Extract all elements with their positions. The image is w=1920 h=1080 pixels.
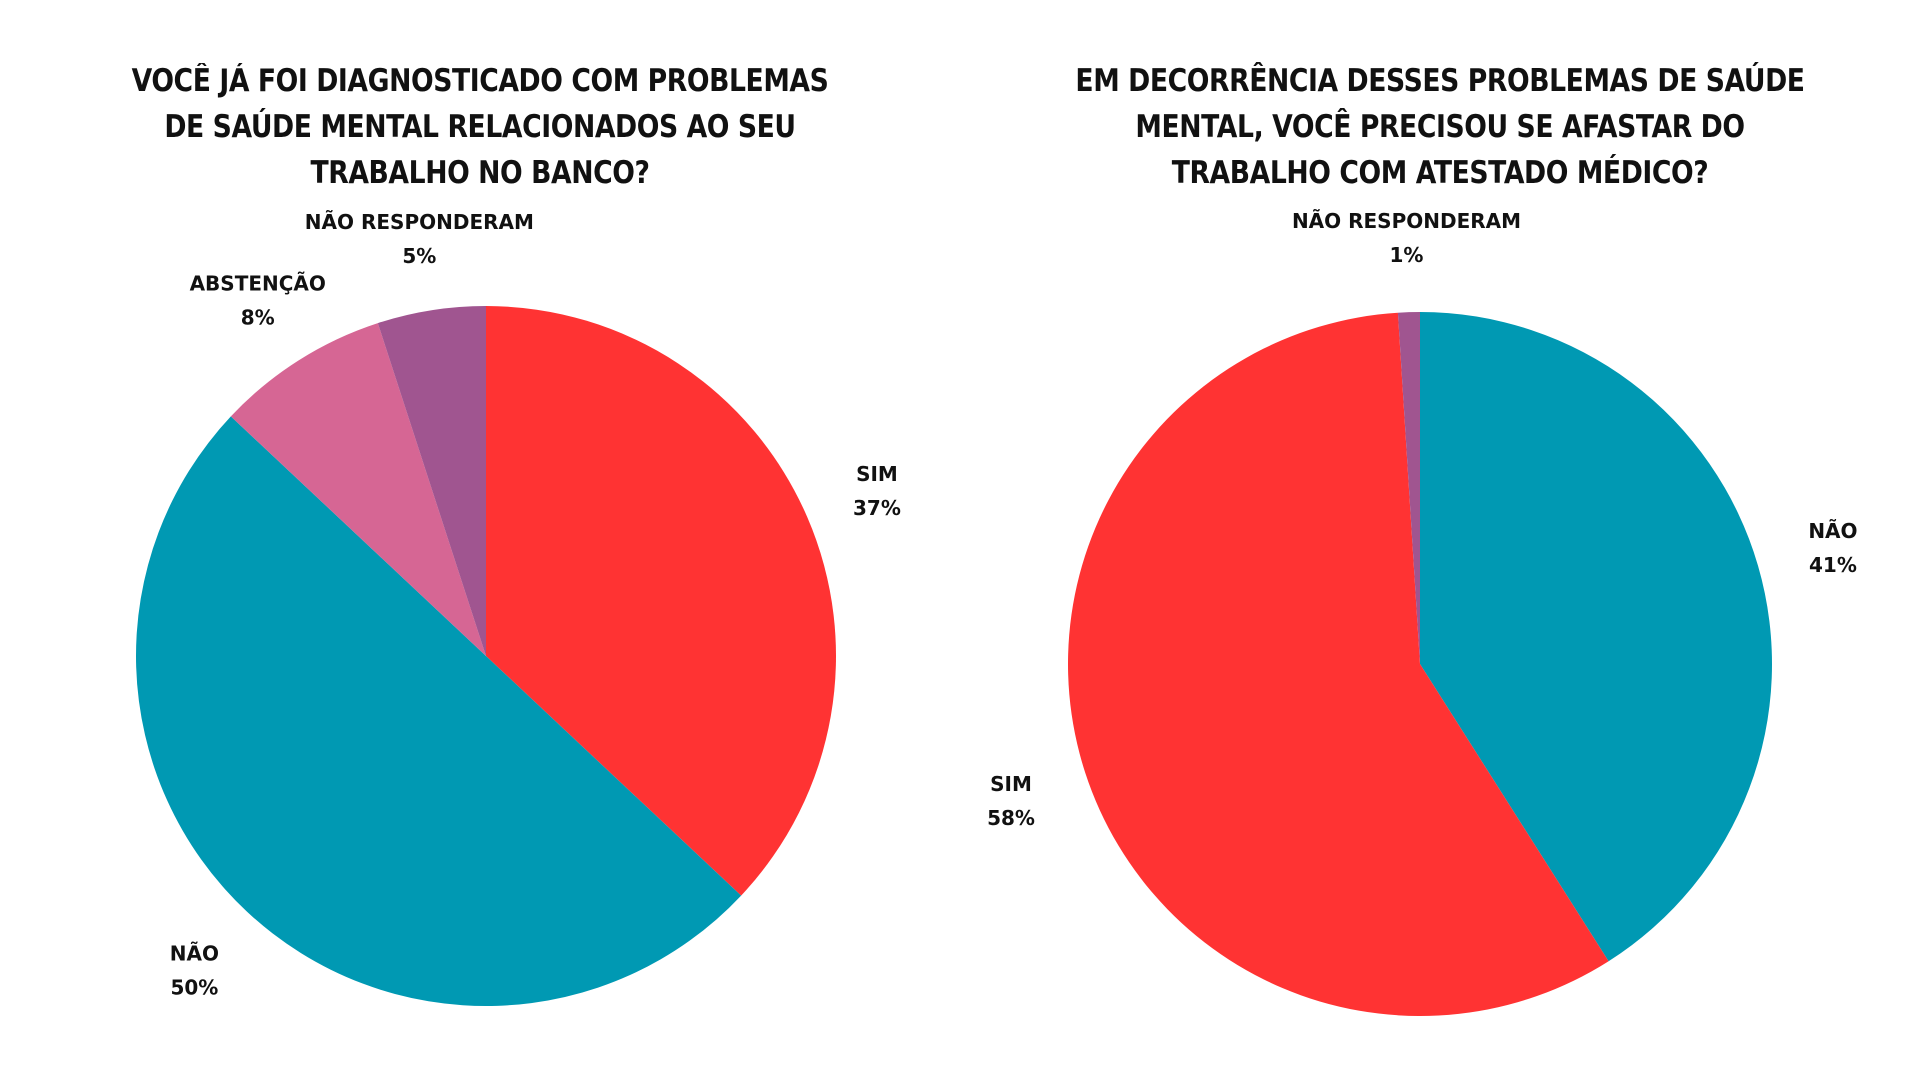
chart-title-line: TRABALHO NO BANCO? [310, 155, 650, 191]
slice-label-nao: NÃO [1808, 519, 1857, 543]
pie-slice-nao [136, 416, 742, 1006]
pie-chart-medical-leave: EM DECORRÊNCIA DESSES PROBLEMAS DE SAÚDE… [960, 0, 1920, 1080]
pie-slice-nao-responderam [1397, 312, 1420, 664]
chart-title-line: TRABALHO COM ATESTADO MÉDICO? [1171, 155, 1709, 191]
pie-slice-sim [1068, 312, 1609, 1016]
slice-value-nao: 50% [170, 976, 218, 1000]
slice-label-nao-responderam: NÃO RESPONDERAM [1292, 209, 1521, 233]
pie-chart-diagnosed: VOCÊ JÁ FOI DIAGNOSTICADO COM PROBLEMAS … [67, 58, 901, 1006]
chart-title: VOCÊ JÁ FOI DIAGNOSTICADO COM PROBLEMAS … [67, 58, 893, 196]
slice-value-sim: 37% [853, 496, 901, 520]
pie-plot-area: SIM 37% NÃO 50% ABSTENÇÃO 8% NÃO RESPONDERAM 5% [136, 210, 901, 1006]
slice-value-nao-responderam: 1% [1390, 243, 1424, 267]
pie-slice-nao-responderam [377, 306, 486, 656]
chart-title-line: MENTAL, VOCÊ PRECISOU SE AFASTAR DO [1135, 109, 1745, 145]
pie-slice-abstencao [230, 323, 486, 656]
chart-title: EM DECORRÊNCIA DESSES PROBLEMAS DE SAÚDE… [1027, 58, 1853, 196]
slice-label-nao-responderam: NÃO RESPONDERAM [305, 210, 534, 234]
slice-value-sim: 58% [987, 806, 1035, 830]
slice-value-nao: 41% [1809, 553, 1857, 577]
slice-label-sim: SIM [856, 462, 898, 486]
slice-value-abstencao: 8% [241, 305, 275, 329]
slice-label-abstencao: ABSTENÇÃO [190, 271, 326, 295]
chart-title-line: DE SAÚDE MENTAL RELACIONADOS AO SEU [164, 109, 796, 145]
pie-slice-nao [1420, 312, 1772, 962]
slice-label-sim: SIM [990, 772, 1032, 796]
pie-slice-sim [486, 306, 836, 896]
slice-label-nao: NÃO [170, 942, 219, 966]
slice-value-nao-responderam: 5% [402, 244, 436, 268]
chart-title-line: VOCÊ JÁ FOI DIAGNOSTICADO COM PROBLEMAS [131, 63, 829, 99]
pie-plot-area: NÃO 41% SIM 58% NÃO RESPONDERAM 1% [987, 209, 1858, 1016]
chart-title-line: EM DECORRÊNCIA DESSES PROBLEMAS DE SAÚDE [1075, 63, 1805, 99]
